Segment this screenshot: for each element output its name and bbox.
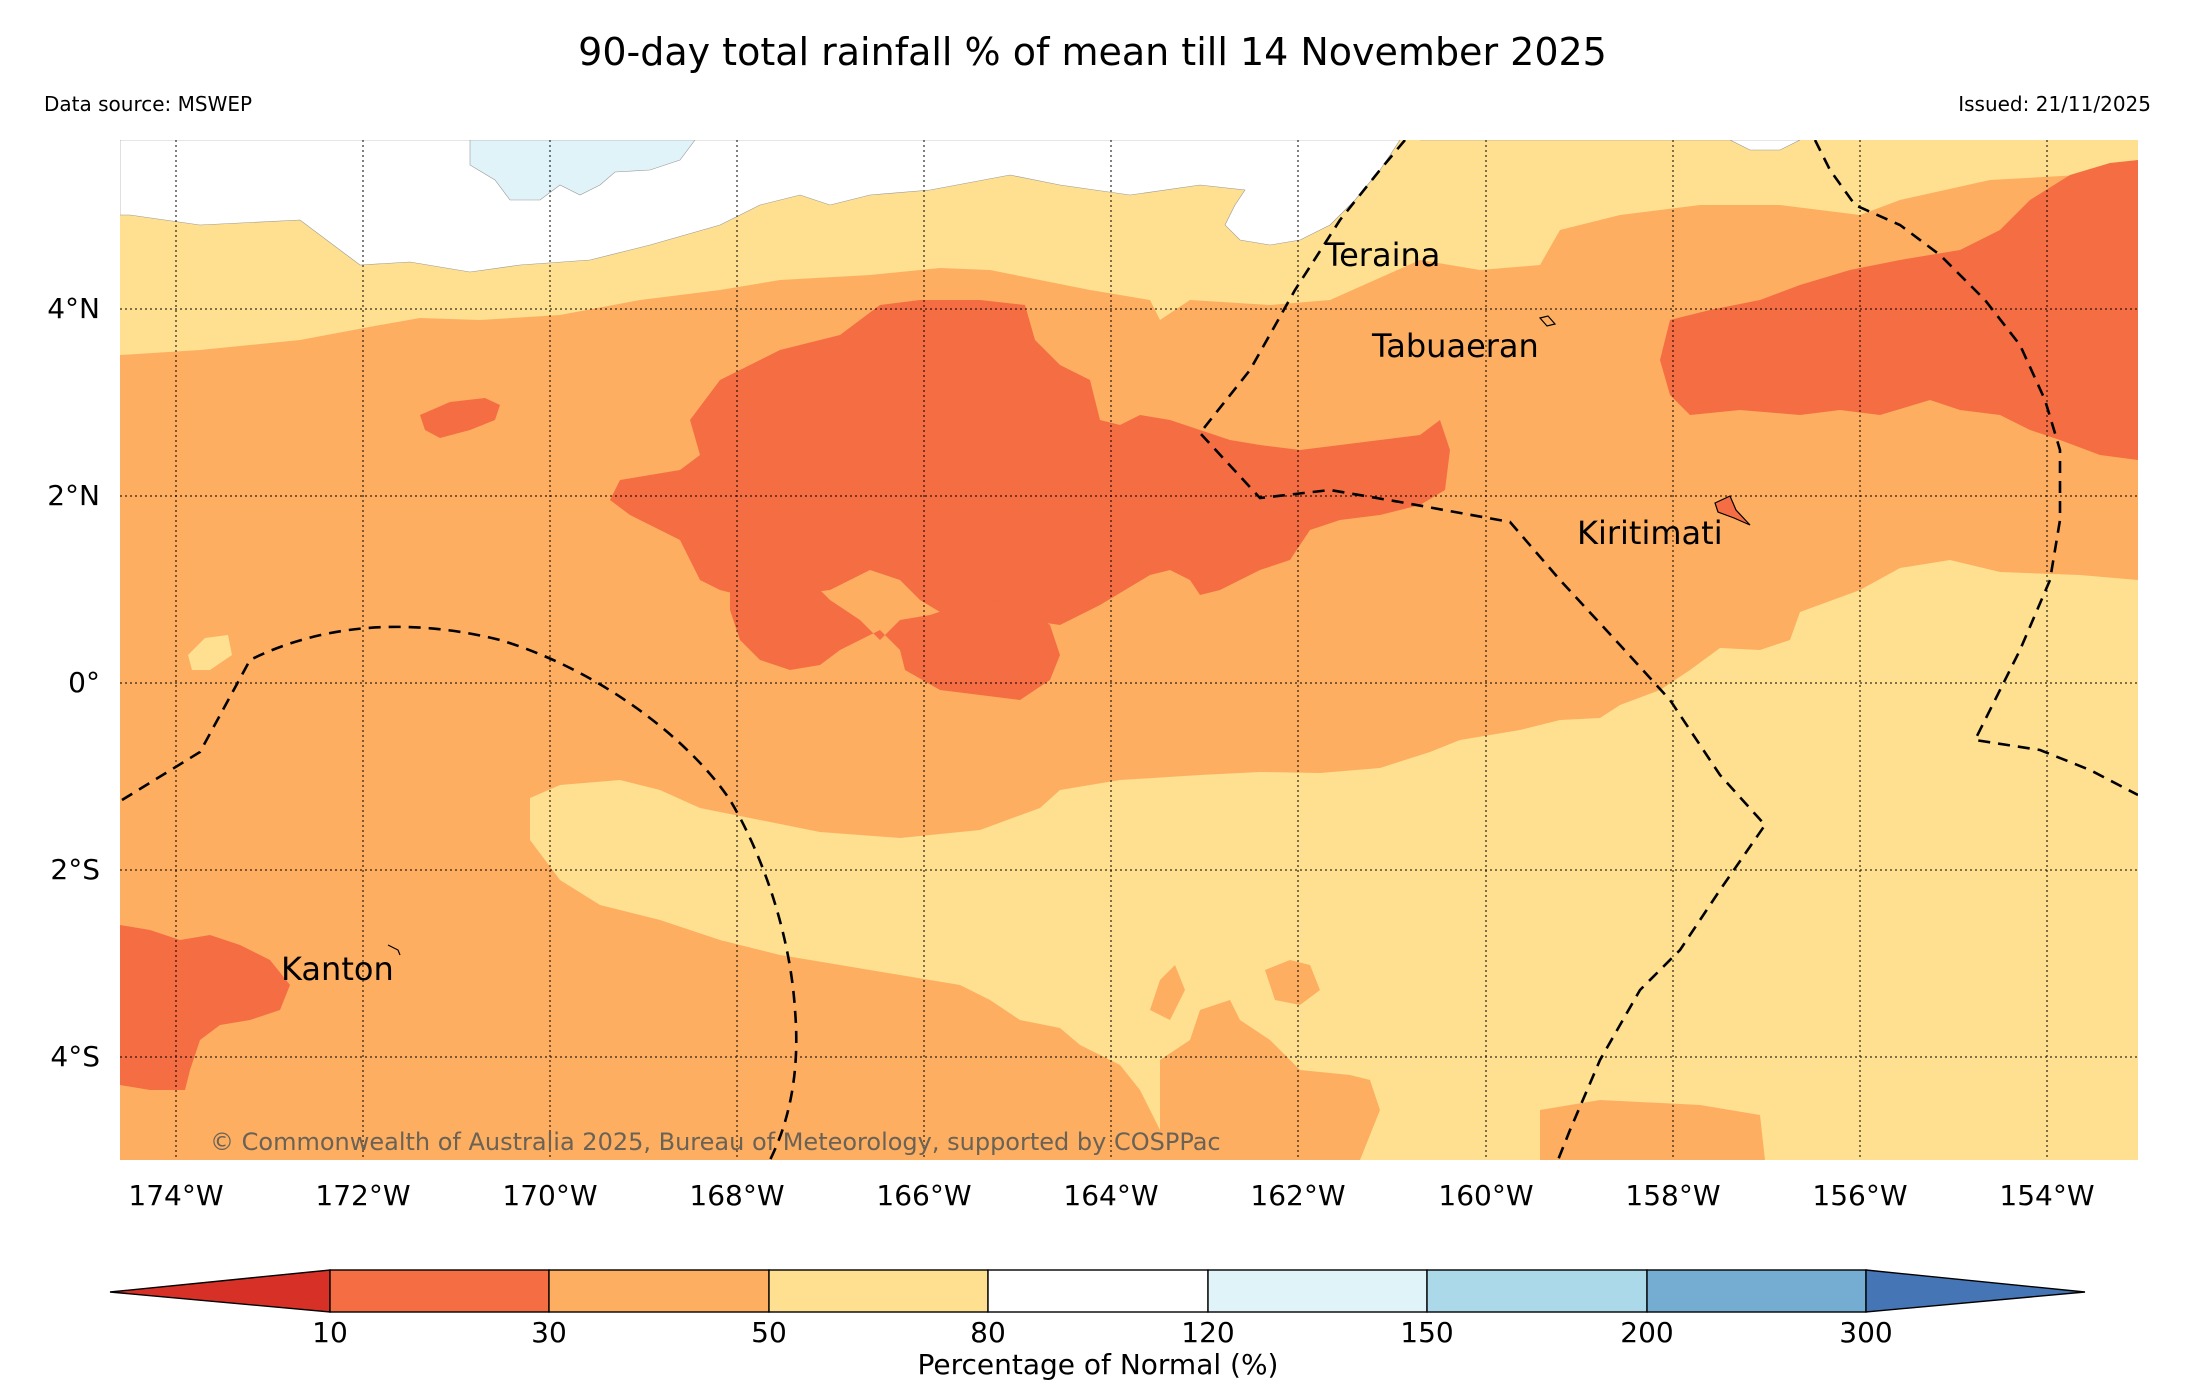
colorbar-swatch-200-300 [1646, 1269, 1867, 1313]
colorbar-swatch-30-50 [548, 1269, 770, 1313]
zone-50-80-south [530, 560, 2138, 1160]
lat-label: 2°N [47, 479, 100, 512]
longitude-labels: 174°W 172°W 170°W 168°W 166°W 164°W 162°… [128, 1179, 2094, 1212]
kiritimati-island [1714, 495, 1751, 526]
colorbar-label: Percentage of Normal (%) [918, 1348, 1279, 1380]
place-label-kiritimati: Kiritimati [1577, 514, 1723, 552]
colorbar-swatch-lt10 [109, 1269, 331, 1313]
map-title: 90-day total rainfall % of mean till 14 … [578, 30, 1607, 74]
zone-80-120-north [120, 140, 1401, 273]
zone-50-80-west-blob [188, 635, 232, 670]
lat-label: 0° [68, 666, 100, 699]
colorbar-tick: 120 [1181, 1316, 1234, 1349]
colorbar-tick: 50 [751, 1316, 787, 1349]
zone-30-50-patch-south-2 [1265, 960, 1320, 1005]
lon-label: 164°W [1063, 1179, 1158, 1212]
zone-10-30-southwest [120, 925, 290, 1090]
zone-10-30-north-small [420, 398, 500, 438]
zone-10-30-central-south [730, 550, 1060, 700]
issued-date: Issued: 21/11/2025 [1958, 92, 2151, 116]
tabuaeran-island [1538, 315, 1557, 327]
colorbar-ticks: 10 30 50 80 120 150 200 300 [312, 1316, 1893, 1349]
lat-label: 2°S [50, 853, 100, 886]
colorbar-swatch-50-80 [768, 1269, 989, 1313]
zone-120-150-north [469, 140, 696, 201]
place-label-kanton: Kanton [281, 950, 394, 988]
lon-label: 156°W [1812, 1179, 1907, 1212]
place-label-tabuaeran: Tabuaeran [1371, 327, 1539, 365]
kanton-island [387, 944, 401, 956]
colorbar-swatch-gt300 [1865, 1269, 2086, 1313]
colorbar-swatch-10-30 [329, 1269, 550, 1313]
place-label-teraina: Teraina [1324, 236, 1440, 274]
lon-label: 174°W [128, 1179, 223, 1212]
lon-label: 154°W [1999, 1179, 2094, 1212]
latitude-labels: 4°N 2°N 0° 2°S 4°S [47, 292, 100, 1073]
colorbar-swatch-120-150 [1207, 1269, 1428, 1313]
zone-30-50-patch-south-3 [1540, 1100, 1765, 1160]
colorbar-tick: 30 [531, 1316, 567, 1349]
lon-label: 158°W [1625, 1179, 1720, 1212]
zone-30-50-patch-south [1160, 1000, 1380, 1160]
lat-label: 4°N [47, 292, 100, 325]
copyright-notice: © Commonwealth of Australia 2025, Bureau… [210, 1128, 1221, 1156]
colorbar-tick: 10 [312, 1316, 348, 1349]
lon-label: 162°W [1250, 1179, 1345, 1212]
colorbar-tick: 150 [1400, 1316, 1453, 1349]
zone-80-120-northeast [1420, 140, 1801, 151]
lon-label: 172°W [315, 1179, 410, 1212]
colorbar-tick: 200 [1620, 1316, 1673, 1349]
lon-label: 160°W [1438, 1179, 1533, 1212]
map-plot-area: © Commonwealth of Australia 2025, Bureau… [120, 140, 2138, 1160]
colorbar-tick: 300 [1839, 1316, 1892, 1349]
lat-label: 4°S [50, 1040, 100, 1073]
colorbar [109, 1269, 2086, 1313]
colorbar-swatch-80-120 [987, 1269, 1209, 1313]
zone-10-30-central [610, 300, 1450, 625]
lon-label: 170°W [502, 1179, 597, 1212]
zone-10-30-east [1660, 160, 2138, 460]
colorbar-swatch-150-200 [1426, 1269, 1648, 1313]
data-source: Data source: MSWEP [44, 92, 253, 116]
graticule [120, 140, 2138, 1160]
lon-label: 168°W [689, 1179, 784, 1212]
lon-label: 166°W [876, 1179, 971, 1212]
zone-30-50-patch-south-4 [1150, 965, 1185, 1020]
eez-boundaries [121, 140, 2138, 1160]
colorbar-tick: 80 [970, 1316, 1006, 1349]
